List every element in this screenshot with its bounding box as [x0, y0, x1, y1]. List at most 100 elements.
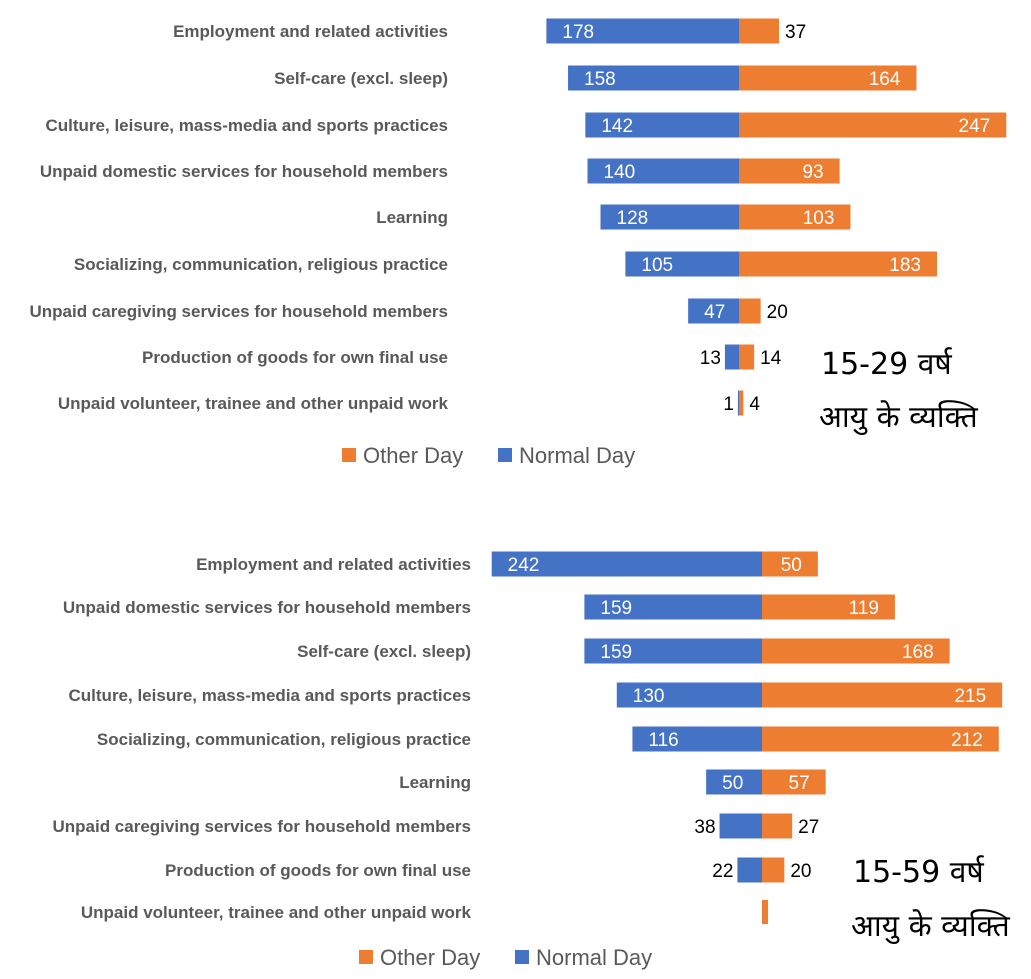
category-label: Unpaid volunteer, trainee and other unpa… — [58, 394, 449, 413]
legend-swatch-other-day — [342, 448, 356, 462]
normal-day-bar — [546, 18, 739, 44]
other-day-value-label: 103 — [803, 208, 835, 229]
normal-day-bar — [600, 204, 739, 230]
category-label: Employment and related activities — [196, 555, 471, 574]
other-day-value-label: 164 — [869, 69, 901, 90]
category-label: Employment and related activities — [173, 22, 448, 41]
other-day-value-label: 215 — [954, 686, 986, 707]
other-day-bar — [739, 65, 917, 91]
normal-day-value-label: 105 — [641, 255, 673, 276]
normal-day-value-label: 158 — [584, 69, 616, 90]
age-group-annotation-line2: आयु के व्यक्ति — [851, 909, 1011, 945]
normal-day-bar — [568, 65, 739, 91]
normal-day-bar — [585, 112, 739, 138]
chart-2: Employment and related activities 242 50 Un… — [52, 551, 1011, 970]
normal-day-bar — [584, 638, 762, 664]
other-day-bar — [762, 813, 793, 839]
other-day-bar — [762, 857, 785, 883]
category-label: Socializing, communication, religious pr… — [97, 730, 471, 749]
normal-day-bar — [737, 390, 739, 416]
normal-day-bar — [737, 857, 762, 883]
normal-day-value-label: 1 — [723, 394, 734, 415]
normal-day-bar — [724, 344, 739, 370]
other-day-value-label: 212 — [951, 730, 983, 751]
normal-day-value-label: 116 — [648, 730, 678, 751]
age-group-annotation-line1: 15-59 वर्ष — [853, 855, 985, 890]
normal-day-value-label: 47 — [704, 302, 725, 323]
legend-label-normal-day: Normal Day — [536, 945, 652, 970]
category-label: Production of goods for own final use — [165, 861, 471, 880]
other-day-bar — [762, 682, 1003, 708]
other-day-value-label: 247 — [959, 116, 991, 137]
other-day-value-label: 20 — [790, 861, 811, 882]
normal-day-value-label: 178 — [562, 22, 594, 43]
normal-day-value-label: 142 — [601, 116, 633, 137]
normal-day-value-label: 159 — [600, 598, 632, 619]
other-day-bar — [739, 344, 755, 370]
other-day-value-label: 57 — [789, 773, 810, 794]
normal-day-bar — [719, 813, 762, 839]
other-day-bar — [762, 551, 818, 577]
other-day-value-label: 50 — [781, 555, 802, 576]
category-label: Unpaid domestic services for household m… — [40, 162, 448, 181]
legend-swatch-normal-day — [498, 448, 512, 462]
normal-day-bar — [706, 769, 762, 795]
other-day-bar — [739, 204, 851, 230]
legend: Other Day Normal Day — [342, 443, 635, 468]
normal-day-bar — [491, 551, 762, 577]
category-label: Learning — [376, 208, 448, 227]
normal-day-value-label: 50 — [722, 773, 743, 794]
other-day-value-label: 4 — [749, 394, 760, 415]
category-label: Unpaid caregiving services for household… — [52, 817, 471, 836]
category-label: Unpaid domestic services for household m… — [63, 598, 471, 617]
legend-label-other-day: Other Day — [363, 443, 463, 468]
legend-swatch-normal-day — [515, 950, 529, 964]
normal-day-value-label: 242 — [508, 555, 540, 576]
legend-label-normal-day: Normal Day — [519, 443, 635, 468]
category-label: Culture, leisure, mass-media and sports … — [69, 686, 471, 705]
normal-day-value-label: 128 — [617, 208, 649, 229]
other-day-bar — [739, 390, 744, 416]
other-day-bar — [762, 638, 950, 664]
legend-label-other-day: Other Day — [380, 945, 480, 970]
other-day-bar — [762, 726, 999, 752]
other-day-bar — [762, 900, 768, 924]
category-label: Production of goods for own final use — [142, 348, 448, 367]
normal-day-bar — [632, 726, 762, 752]
other-day-value-label: 183 — [889, 255, 921, 276]
category-label: Learning — [399, 773, 471, 792]
age-group-annotation-line2: आयु के व्यक्ति — [819, 400, 979, 436]
normal-day-value-label: 38 — [694, 817, 715, 838]
chart-1: Employment and related activities 178 37 Se… — [29, 18, 1007, 468]
category-label: Culture, leisure, mass-media and sports … — [46, 116, 448, 135]
normal-day-value-label: 22 — [712, 861, 733, 882]
other-day-value-label: 93 — [802, 162, 823, 183]
normal-day-value-label: 140 — [604, 162, 636, 183]
age-group-annotation-line1: 15-29 वर्ष — [821, 347, 953, 382]
normal-day-value-label: 159 — [600, 642, 632, 663]
category-label: Socializing, communication, religious pr… — [74, 255, 448, 274]
normal-day-bar — [584, 594, 762, 620]
other-day-value-label: 37 — [785, 22, 806, 43]
other-day-bar — [739, 112, 1007, 138]
other-day-value-label: 168 — [902, 642, 934, 663]
other-day-bar — [739, 298, 761, 324]
category-label: Unpaid caregiving services for household… — [29, 302, 448, 321]
other-day-value-label: 20 — [767, 302, 788, 323]
other-day-bar — [762, 594, 895, 620]
other-day-bar — [739, 18, 780, 44]
legend: Other Day Normal Day — [359, 945, 652, 970]
other-day-value-label: 14 — [760, 348, 782, 369]
normal-day-bar — [587, 158, 739, 184]
normal-day-bar — [616, 682, 762, 708]
other-day-value-label: 119 — [849, 598, 879, 619]
other-day-bar — [762, 769, 826, 795]
normal-day-value-label: 130 — [633, 686, 665, 707]
other-day-value-label: 27 — [798, 817, 819, 838]
other-day-bar — [739, 251, 938, 277]
category-label: Unpaid volunteer, trainee and other unpa… — [81, 903, 472, 922]
other-day-bar — [739, 158, 840, 184]
normal-day-value-label: 13 — [700, 348, 721, 369]
category-label: Self-care (excl. sleep) — [297, 642, 471, 661]
